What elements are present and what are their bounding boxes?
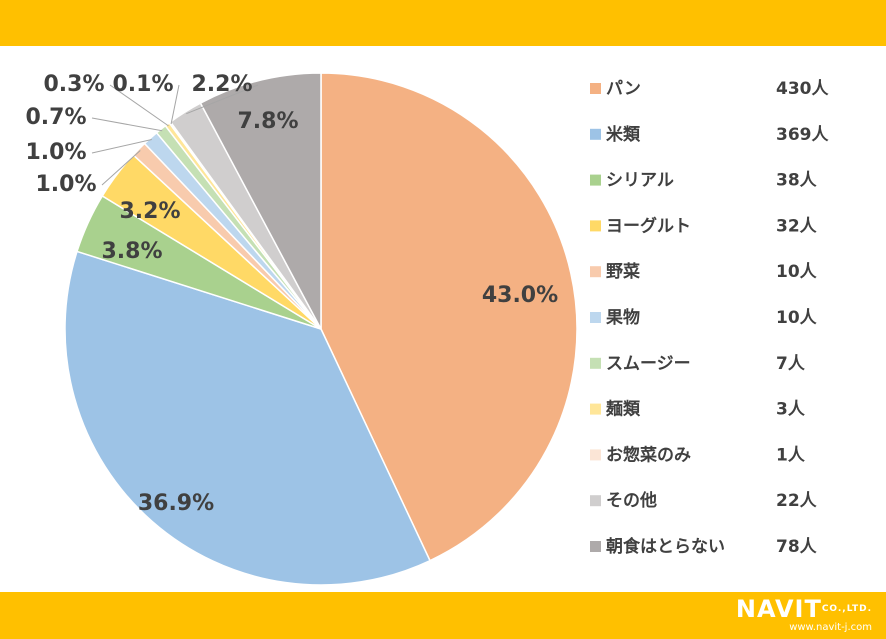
legend-label-2: 米類 — [606, 124, 641, 145]
data-label-9: 0.1% — [112, 72, 173, 97]
legend-label-9: お惣菜のみ — [606, 444, 691, 465]
leader-line-8 — [109, 84, 169, 127]
logo-text: NAVIT — [735, 595, 822, 623]
leader-line-10 — [186, 84, 259, 115]
data-label-11: 7.8% — [237, 109, 298, 134]
legend-swatch-4 — [590, 220, 601, 232]
legend-label-1: パン — [606, 79, 641, 99]
legend-swatch-3 — [590, 174, 601, 186]
logo-url: www.navit-j.com — [789, 622, 872, 633]
legend-swatch-10 — [590, 495, 601, 507]
legend-label-7: スムージー — [606, 354, 691, 374]
legend-swatch-1 — [590, 83, 601, 94]
legend-swatch-9 — [590, 449, 601, 461]
data-label-10: 2.2% — [191, 72, 252, 97]
logo-suffix: CO.,LTD. — [821, 604, 872, 614]
leader-line-6 — [91, 139, 152, 154]
legend-count-5: 10人 — [776, 262, 818, 282]
legend-label-8: 麺類 — [605, 400, 641, 420]
legend-label-5: 野菜 — [606, 262, 641, 282]
data-label-2: 36.9% — [138, 491, 214, 516]
bottom-band — [0, 592, 886, 639]
legend-swatch-5 — [590, 266, 601, 278]
pie-slice-2 — [64, 250, 431, 586]
data-label-4: 3.2% — [119, 199, 180, 224]
data-label-3: 3.8% — [101, 239, 162, 264]
legend-count-1: 430人 — [776, 79, 829, 99]
legend-count-6: 10人 — [776, 308, 818, 328]
data-label-5: 1.0% — [35, 172, 96, 197]
legend-swatch-2 — [590, 128, 601, 140]
legend-count-8: 3人 — [776, 400, 806, 420]
legend-swatch-6 — [590, 312, 601, 323]
legend-swatch-11 — [590, 541, 601, 552]
navit-logo: NAVITCO.,LTD. www.navit-j.com — [722, 596, 872, 636]
data-label-7: 0.7% — [25, 105, 86, 130]
legend-count-4: 32人 — [776, 216, 818, 236]
pie-chart: 43.0% 36.9% 3.8% 3.2% 1.0% 1.0% 0.7% 0.3% 0.1% 2.… — [25, 72, 829, 586]
data-label-6: 1.0% — [25, 140, 86, 165]
legend-count-9: 1人 — [776, 445, 806, 465]
leader-line-9 — [170, 84, 180, 125]
legend-label-10: その他 — [606, 490, 657, 511]
data-label-1: 43.0% — [482, 283, 558, 308]
pie-slice-1 — [320, 72, 578, 562]
legend-label-4: ヨーグルト — [606, 215, 691, 236]
legend-count-11: 78人 — [776, 537, 818, 557]
top-band — [0, 0, 886, 46]
pie-slice-11 — [199, 72, 322, 330]
legend-count-7: 7人 — [776, 354, 806, 374]
legend-label-3: シリアル — [606, 171, 674, 191]
leader-line-7 — [91, 117, 163, 132]
legend-count-2: 369人 — [776, 125, 829, 145]
legend-label-6: 果物 — [606, 307, 640, 328]
legend-swatch-8 — [590, 403, 601, 415]
leader-line-5 — [101, 150, 141, 186]
data-label-8: 0.3% — [43, 72, 104, 97]
legend-count-3: 38人 — [776, 171, 818, 191]
legend-count-10: 22人 — [776, 491, 818, 511]
legend-label-11: 朝食はとらない — [606, 536, 725, 557]
legend-swatch-7 — [590, 357, 601, 369]
